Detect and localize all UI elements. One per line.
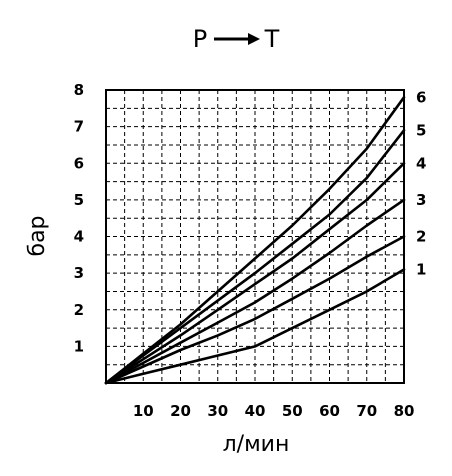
x-tick-label: 40 xyxy=(245,402,266,420)
y-tick-label: 4 xyxy=(74,228,84,246)
series-label-1: 1 xyxy=(416,260,426,278)
y-tick-label: 2 xyxy=(74,301,84,319)
x-axis-label: л/мин xyxy=(223,432,290,457)
chart-title-from: P xyxy=(193,25,207,53)
title-arrow-icon xyxy=(214,33,260,45)
x-tick-labels: 10 20 30 40 50 60 70 80 xyxy=(133,402,415,420)
y-tick-label: 8 xyxy=(74,81,84,99)
series-label-2: 2 xyxy=(416,228,426,246)
x-tick-label: 80 xyxy=(394,402,415,420)
chart-title: P T xyxy=(193,25,280,53)
series-labels: 1 2 3 4 5 6 xyxy=(416,88,426,278)
x-tick-label: 30 xyxy=(207,402,228,420)
grid xyxy=(106,90,404,383)
series-label-4: 4 xyxy=(416,154,426,172)
series-label-5: 5 xyxy=(416,121,426,139)
y-tick-label: 7 xyxy=(74,118,84,136)
series-label-3: 3 xyxy=(416,191,426,209)
y-tick-labels: 1 2 3 4 5 6 7 8 xyxy=(74,81,84,355)
series-line-5 xyxy=(104,129,406,385)
x-tick-label: 70 xyxy=(356,402,377,420)
series-lines xyxy=(104,96,406,385)
y-tick-label: 1 xyxy=(74,337,84,355)
x-tick-label: 20 xyxy=(170,402,191,420)
y-axis-label: бар xyxy=(25,215,50,256)
series-line-2 xyxy=(104,235,406,385)
x-tick-label: 60 xyxy=(319,402,340,420)
series-label-6: 6 xyxy=(416,88,426,106)
x-tick-label: 10 xyxy=(133,402,154,420)
series-line-4 xyxy=(104,162,406,385)
series-line-1 xyxy=(104,268,406,385)
chart-title-to: T xyxy=(264,25,280,53)
y-tick-label: 5 xyxy=(74,191,84,209)
series-line-3 xyxy=(104,198,406,385)
series-line-6 xyxy=(104,96,406,385)
y-tick-label: 6 xyxy=(74,154,84,172)
x-tick-label: 50 xyxy=(282,402,303,420)
y-tick-label: 3 xyxy=(74,264,84,282)
